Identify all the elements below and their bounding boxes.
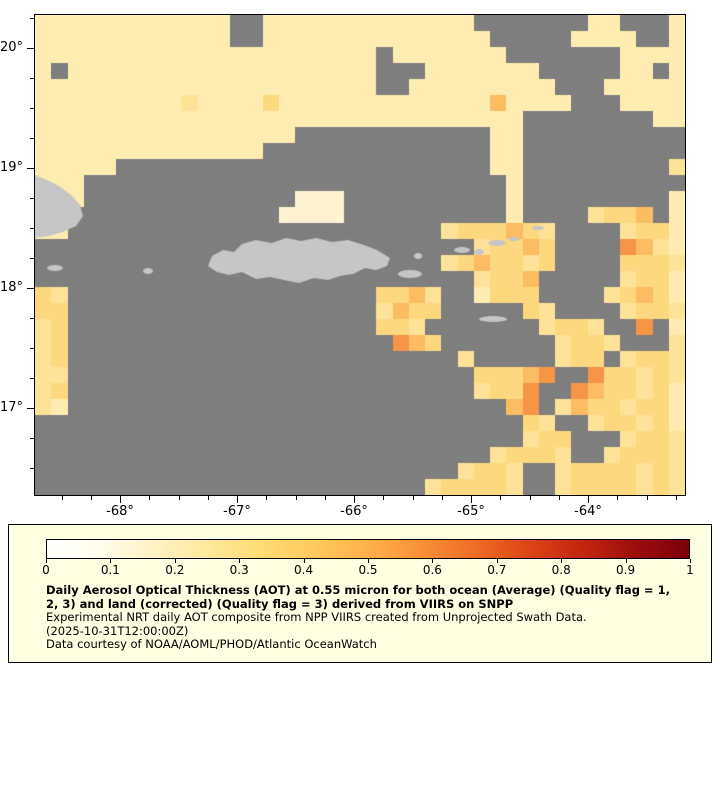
colorbar-tick-labels: 0 0.1 0.2 0.3 0.4 0.5 0.6 0.7 0.8 0.9 1 (42, 559, 694, 581)
latitude-axis: 20° 19° 18° 17° (0, 15, 34, 495)
lon-major-tick (471, 496, 472, 503)
colorbar-tick-label: 0.7 (487, 563, 507, 577)
colorbar-tick (496, 559, 498, 563)
colorbar-tick (690, 559, 691, 563)
lat-minor-tick (30, 438, 34, 439)
lon-minor-tick (149, 496, 151, 500)
lon-minor-tick (324, 496, 326, 500)
lon-minor-tick (412, 496, 414, 500)
lat-minor-tick (30, 348, 34, 349)
colorbar-tick (625, 559, 627, 563)
lon-minor-tick (266, 496, 268, 500)
lon-minor-tick (646, 496, 648, 500)
colorbar-tick-label: 0 (42, 563, 50, 577)
lon-tick-label: -67° (223, 504, 251, 519)
lon-tick-label: -68° (106, 504, 134, 519)
caption-timestamp: (2025-10-31T12:00:00Z) (46, 623, 189, 638)
caption-title-line-2: 2, 3) and land (corrected) (Quality flag… (46, 596, 514, 611)
lon-tick-label: -64° (574, 504, 602, 519)
lat-tick-label: 19° (0, 160, 23, 176)
caption-credit: Data courtesy of NOAA/AOML/PHOD/Atlantic… (46, 637, 377, 651)
colorbar-tick-label: 0.6 (422, 563, 442, 577)
lon-major-tick (588, 496, 589, 503)
lon-minor-tick (500, 496, 502, 500)
lat-major-tick (27, 288, 34, 289)
colorbar-tick (432, 559, 434, 563)
lat-minor-tick (30, 468, 34, 469)
lat-minor-tick (30, 228, 34, 229)
colorbar-tick-label: 0.5 (358, 563, 378, 577)
lat-minor-tick (30, 258, 34, 259)
lat-minor-tick (30, 108, 34, 109)
caption-description: Experimental NRT daily AOT composite fro… (46, 610, 587, 624)
caption-title-line-1: Daily Aerosol Optical Thickness (AOT) at… (46, 583, 670, 597)
lon-minor-tick (207, 496, 209, 500)
aot-raster-map (34, 14, 686, 496)
colorbar-tick-label: 0.8 (551, 563, 571, 577)
lon-minor-tick (617, 496, 619, 500)
lon-minor-tick (295, 496, 297, 500)
colorbar-tick-label: 0.2 (165, 563, 185, 577)
lon-minor-tick (529, 496, 531, 500)
colorbar-tick-label: 0.4 (294, 563, 314, 577)
lon-tick-label: -65° (457, 504, 485, 519)
longitude-axis: -68° -67° -66° -65° -64° (35, 496, 685, 524)
colorbar-tick-label: 0.1 (100, 563, 120, 577)
aot-colorbar (46, 539, 690, 559)
colorbar-tick (561, 559, 563, 563)
colorbar-tick (46, 559, 47, 563)
lat-minor-tick (30, 198, 34, 199)
legend-panel: 0 0.1 0.2 0.3 0.4 0.5 0.6 0.7 0.8 0.9 1 Daily Aero… (8, 524, 712, 663)
lat-minor-tick (30, 78, 34, 79)
colorbar-tick-label: 1 (686, 563, 694, 577)
lat-major-tick (27, 408, 34, 409)
figure-caption: Daily Aerosol Optical Thickness (AOT) at… (46, 583, 695, 652)
colorbar-tick (110, 559, 112, 563)
lon-minor-tick (383, 496, 385, 500)
colorbar-tick (303, 559, 305, 563)
colorbar-tick (239, 559, 241, 563)
lon-major-tick (354, 496, 355, 503)
colorbar-tick (174, 559, 176, 563)
lat-tick-label: 18° (0, 280, 23, 296)
lon-minor-tick (675, 496, 677, 500)
lon-tick-label: -66° (340, 504, 368, 519)
lat-major-tick (27, 48, 34, 49)
lon-minor-tick (558, 496, 560, 500)
lat-minor-tick (30, 18, 34, 19)
lat-tick-label: 17° (0, 400, 23, 416)
lon-minor-tick (61, 496, 63, 500)
colorbar-tick-label: 0.9 (616, 563, 636, 577)
lat-tick-label: 20° (0, 40, 23, 56)
lat-minor-tick (30, 378, 34, 379)
colorbar-tick (368, 559, 369, 563)
lon-minor-tick (178, 496, 180, 500)
lat-minor-tick (30, 318, 34, 319)
lon-minor-tick (441, 496, 443, 500)
lat-minor-tick (30, 138, 34, 139)
colorbar-tick-label: 0.3 (229, 563, 249, 577)
lon-major-tick (237, 496, 238, 503)
lon-minor-tick (90, 496, 92, 500)
lon-major-tick (120, 496, 121, 503)
lat-major-tick (27, 168, 34, 169)
